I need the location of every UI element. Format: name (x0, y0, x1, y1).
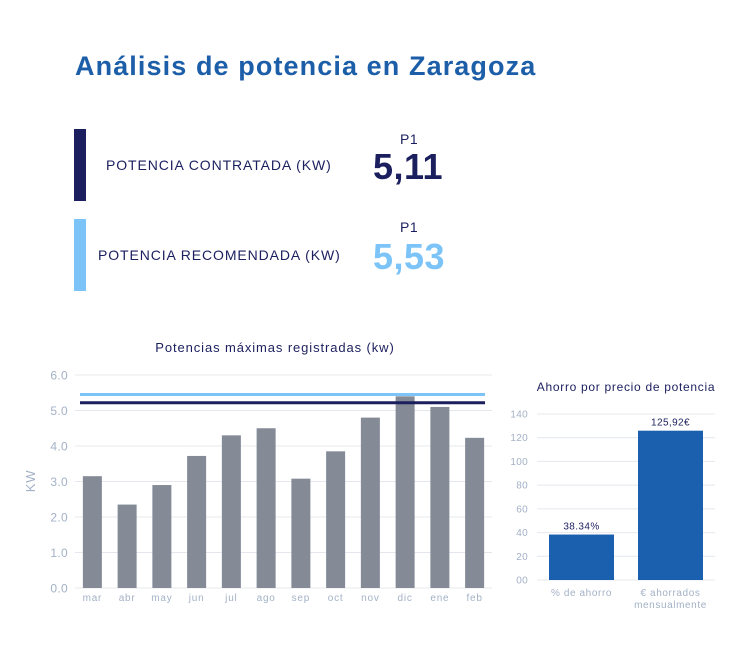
x-tick-label: € ahorrados (641, 588, 701, 599)
bar-12 (465, 437, 485, 588)
bar-9 (360, 417, 380, 588)
x-tick-label: may (151, 593, 172, 604)
y-tick-label: 4.0 (50, 440, 68, 454)
x-tick-label: nov (361, 593, 380, 604)
bar-5 (221, 435, 241, 588)
x-tick-label: jul (224, 593, 237, 604)
savings-chart: Ahorro por precio de potencia 00 20 40 60 80… (510, 380, 715, 611)
recommended-power-color-bar (74, 219, 86, 291)
y-tick-label: 40 (516, 528, 528, 539)
contracted-power-color-bar (74, 129, 86, 201)
y-tick-label: 60 (516, 504, 528, 515)
data-label: 125,92€ (651, 418, 690, 429)
y-tick-label: 00 (516, 576, 528, 587)
bar-4 (187, 455, 207, 588)
contracted-power-value: 5,11 (373, 146, 444, 187)
recommended-power-label: POTENCIA RECOMENDADA (KW) (98, 247, 341, 263)
x-tick-label: feb (466, 593, 482, 604)
x-tick-label: ago (257, 593, 276, 604)
bar-6 (256, 428, 276, 588)
x-tick-label: % de ahorro (551, 588, 612, 599)
x-tick-label: abr (119, 593, 136, 604)
x-tick-label: oct (328, 593, 344, 604)
savings-chart-title: Ahorro por precio de potencia (537, 380, 715, 394)
y-tick-label: 120 (510, 433, 528, 444)
data-label: 38.34% (563, 522, 599, 533)
y-tick-label: 140 (510, 410, 528, 421)
y-tick-label: 0.0 (50, 582, 68, 596)
x-tick-label: jun (188, 593, 205, 604)
y-tick-label: 3.0 (50, 475, 68, 489)
max-power-chart-title: Potencias máximas registradas (kw) (155, 340, 394, 355)
y-tick-label: 2.0 (50, 511, 68, 525)
y-tick-label: 6.0 (50, 369, 68, 383)
x-tick-label: mar (83, 593, 103, 604)
recommended-power-period: P1 (400, 219, 419, 235)
bar-2 (638, 430, 703, 580)
contracted-power-period: P1 (400, 131, 419, 147)
y-tick-label: 100 (510, 457, 528, 468)
page-title: Análisis de potencia en Zaragoza (75, 51, 537, 81)
recommended-power-value: 5,53 (373, 236, 446, 277)
x-tick-label: ene (430, 593, 449, 604)
bar-8 (326, 451, 346, 588)
x-tick-label: sep (292, 593, 311, 604)
x-tick-label: dic (398, 593, 413, 604)
y-tick-label: 80 (516, 481, 528, 492)
bar-7 (291, 478, 311, 588)
max-power-chart: Potencias máximas registradas (kw) KW 0.… (23, 340, 492, 604)
bar-2 (117, 504, 137, 588)
max-power-y-axis-label: KW (23, 470, 38, 493)
y-tick-label: 1.0 (50, 546, 68, 560)
bar-11 (430, 406, 450, 588)
contracted-power-label: POTENCIA CONTRATADA (KW) (106, 157, 332, 173)
bar-3 (152, 485, 172, 588)
y-tick-label: 5.0 (50, 404, 68, 418)
bar-10 (395, 396, 415, 588)
y-tick-label: 20 (516, 552, 528, 563)
bar-1 (549, 534, 614, 580)
x-tick-label: mensualmente (634, 600, 707, 611)
bar-1 (82, 476, 102, 588)
